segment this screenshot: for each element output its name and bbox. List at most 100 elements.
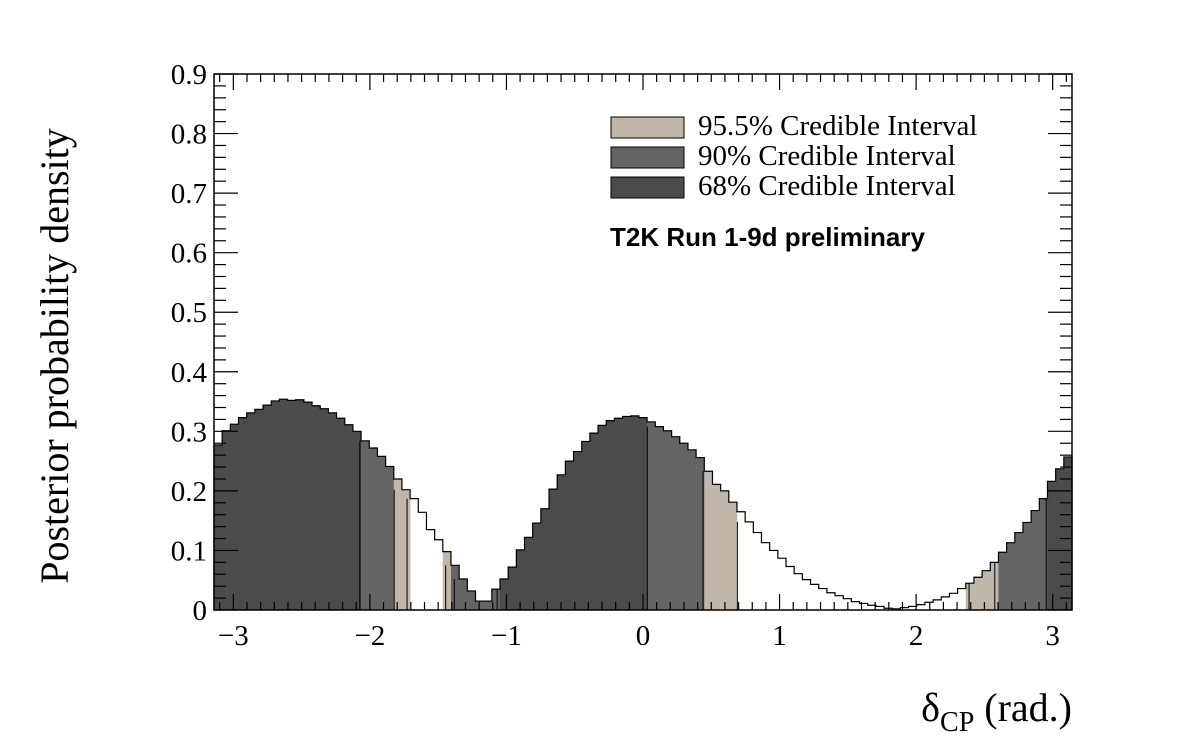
bar-15: [336, 418, 346, 610]
y-tick-label: 0.5: [171, 297, 207, 329]
bar-11: [303, 402, 313, 610]
bar-102: [1047, 481, 1056, 610]
bar-9: [287, 400, 297, 610]
bar-41: [549, 489, 558, 610]
y-tick-label: 0.3: [171, 416, 207, 448]
legend-label: 90% Credible Interval: [698, 140, 956, 172]
bar-16: [344, 424, 354, 610]
y-tick-labels: 0 0.1 0.2 0.3 0.4 0.5 0.6 0.7 0.8 0.9: [171, 59, 208, 627]
bar-57: [679, 443, 689, 610]
y-axis-title: Posterior probability density: [32, 128, 77, 584]
bar-61: [712, 484, 721, 610]
bar-59: [696, 457, 705, 610]
bar-12: [312, 405, 321, 610]
bar-49: [614, 418, 623, 610]
bar-92: [965, 583, 975, 610]
bar-4: [246, 412, 256, 610]
y-tick-label: 0.4: [171, 357, 208, 389]
bar-46: [589, 433, 599, 610]
bar-101: [1039, 498, 1048, 610]
bar-34: [491, 589, 501, 610]
legend-swatch: [610, 176, 685, 199]
x-tick-label: 1: [772, 620, 787, 652]
bar-8: [279, 399, 288, 610]
x-tick-label: 3: [1045, 620, 1060, 652]
y-tick-label: 0.2: [171, 476, 207, 508]
y-tick-label: 0.1: [171, 535, 207, 567]
y-tick-label: 0.9: [171, 59, 207, 91]
bar-3: [238, 417, 247, 610]
bar-0: [214, 445, 223, 610]
bar-54: [655, 426, 664, 610]
bar-21: [385, 466, 395, 610]
bar-96: [998, 552, 1007, 610]
bar-55: [663, 430, 672, 610]
x-tick-label: −1: [491, 620, 522, 652]
histogram-outline: [213, 398, 1073, 610]
bar-14: [328, 412, 337, 610]
bar-103: [1055, 468, 1065, 610]
bar-52: [638, 417, 648, 610]
bar-48: [606, 420, 615, 610]
x-axis-subscript: CP: [940, 707, 974, 738]
bar-43: [565, 461, 574, 610]
bar-94: [982, 570, 991, 610]
legend-label: 95.5% Credible Interval: [698, 110, 977, 142]
y-tick-label: 0.8: [171, 119, 207, 151]
bar-45: [581, 441, 591, 610]
bar-18: [361, 440, 370, 610]
bar-33: [483, 601, 493, 610]
x-tick-label: −2: [354, 620, 385, 652]
x-axis-symbol: δ: [921, 685, 940, 730]
x-tick-labels: −3 −2 −1 0 1 2 3: [218, 620, 1060, 652]
bar-93: [973, 577, 983, 610]
bar-1: [222, 430, 231, 610]
preliminary-annotation: T2K Run 1-9d preliminary: [610, 222, 925, 252]
bar-104: [1063, 456, 1073, 610]
bar-23: [401, 489, 411, 610]
y-tick-label: 0: [193, 595, 208, 627]
bar-35: [500, 579, 509, 610]
bar-28: [442, 551, 452, 610]
bar-63: [728, 502, 738, 610]
bar-50: [622, 416, 632, 610]
bar-58: [687, 449, 697, 610]
x-axis-unit: (rad.): [974, 685, 1072, 730]
bar-37: [516, 549, 525, 610]
bar-47: [598, 425, 607, 610]
histogram-bars: [214, 399, 1073, 610]
x-tick-label: 2: [909, 620, 924, 652]
bar-39: [532, 523, 542, 610]
axis-ticks: [214, 73, 1072, 611]
bar-10: [295, 399, 305, 610]
bar-29: [450, 565, 460, 610]
bar-13: [320, 408, 329, 610]
bar-51: [630, 415, 640, 610]
bar-97: [1006, 542, 1016, 610]
y-tick-label: 0.7: [171, 178, 207, 210]
bar-31: [467, 590, 476, 610]
bar-53: [647, 421, 656, 610]
bar-99: [1022, 522, 1032, 610]
bar-38: [524, 537, 533, 610]
bar-30: [459, 579, 468, 610]
legend-swatch: [610, 146, 685, 169]
bar-62: [720, 490, 730, 610]
bar-20: [377, 456, 386, 610]
x-tick-label: 0: [636, 620, 651, 652]
bar-19: [369, 448, 378, 610]
bar-42: [557, 474, 566, 610]
bar-36: [508, 567, 517, 610]
bar-98: [1014, 532, 1024, 610]
bar-100: [1031, 510, 1040, 610]
bar-44: [573, 451, 583, 610]
y-tick-label: 0.6: [171, 238, 207, 270]
bar-22: [393, 478, 403, 610]
x-axis-title: δCP (rad.): [921, 685, 1072, 738]
legend-label: 68% Credible Interval: [698, 170, 956, 202]
bar-17: [352, 431, 362, 610]
bar-6: [263, 405, 272, 610]
bar-56: [671, 436, 681, 610]
